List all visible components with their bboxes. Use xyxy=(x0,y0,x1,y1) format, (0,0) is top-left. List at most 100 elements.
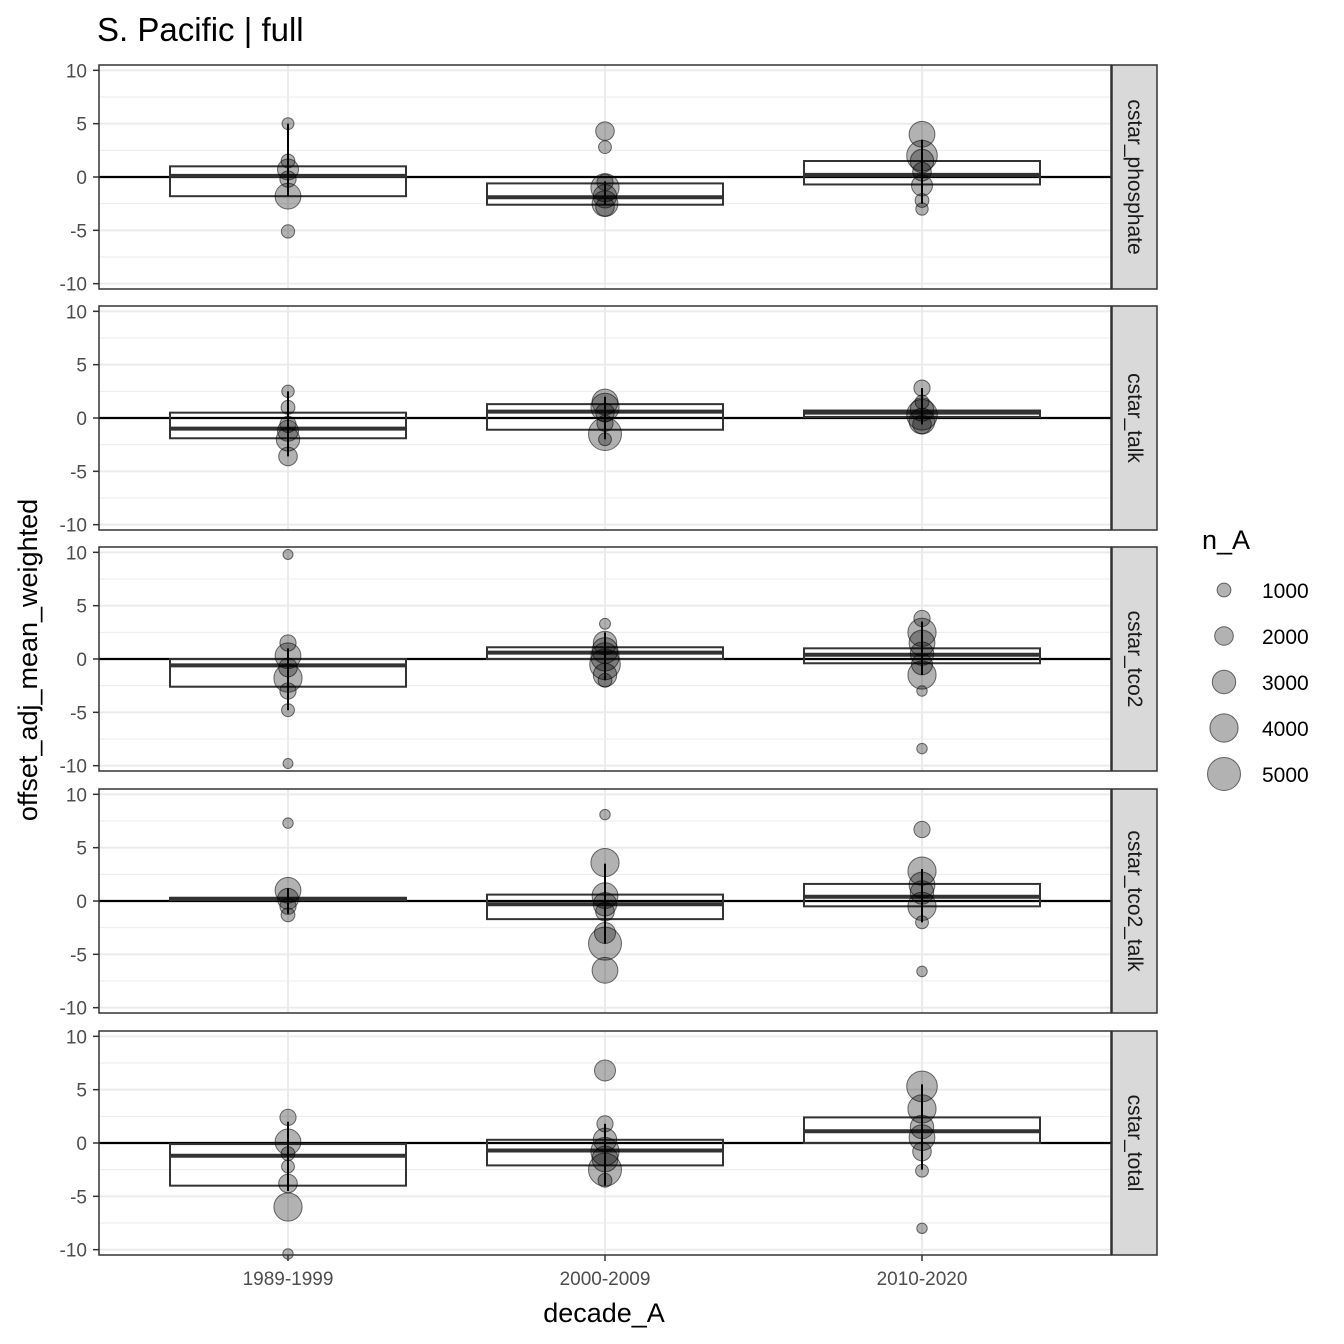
data-point xyxy=(278,1173,298,1194)
data-point xyxy=(277,419,299,442)
panel-border xyxy=(98,64,1112,290)
facet-strip xyxy=(1111,788,1158,1014)
data-point xyxy=(598,432,612,447)
data-point xyxy=(592,1127,618,1153)
data-point xyxy=(908,871,936,899)
data-point xyxy=(592,662,618,688)
data-point xyxy=(909,148,935,174)
y-tick-label: 10 xyxy=(66,302,87,323)
data-point xyxy=(595,402,615,423)
data-point xyxy=(595,197,615,217)
data-point xyxy=(599,617,611,630)
data-point xyxy=(916,685,928,697)
y-tick-label: 5 xyxy=(76,839,87,860)
data-point xyxy=(280,399,296,415)
data-point xyxy=(912,414,932,435)
data-point xyxy=(590,848,620,878)
y-tick-label: 10 xyxy=(66,1027,87,1048)
y-axis-title: offset_adj_mean_weighted xyxy=(13,499,43,821)
data-point xyxy=(281,1159,295,1174)
facet-strip-label: cstar_talk xyxy=(1123,373,1146,463)
data-point xyxy=(282,548,294,560)
legend-key-circle xyxy=(1209,713,1239,743)
data-point xyxy=(588,1152,622,1187)
data-point xyxy=(281,117,295,131)
legend-key-label: 3000 xyxy=(1262,672,1309,695)
data-point xyxy=(277,887,299,910)
data-point xyxy=(599,808,611,821)
data-point xyxy=(916,965,928,978)
data-point xyxy=(282,758,294,770)
y-tick-label: 0 xyxy=(76,168,87,189)
plot-title: S. Pacific | full xyxy=(97,11,304,48)
data-point xyxy=(590,1136,620,1167)
data-point xyxy=(907,856,937,886)
data-point xyxy=(915,1163,929,1178)
panel-border xyxy=(98,546,1112,772)
data-point xyxy=(280,907,296,923)
x-tick-label: 2010-2020 xyxy=(877,1269,968,1290)
data-point xyxy=(592,184,618,209)
data-point xyxy=(908,120,936,148)
legend-key-label: 1000 xyxy=(1262,580,1309,603)
size-legend: n_A 1000 2000 3000 4000 5000 xyxy=(1202,525,1309,791)
y-tick-label: -10 xyxy=(60,275,87,296)
y-tick-label: -5 xyxy=(70,945,87,966)
facet-strip-label: cstar_tco2_talk xyxy=(1123,830,1146,972)
data-point xyxy=(273,663,303,693)
legend-key-circle xyxy=(1211,669,1237,695)
data-point xyxy=(597,672,613,688)
y-tick-label: 0 xyxy=(76,650,87,671)
legend-key-label: 5000 xyxy=(1262,764,1309,787)
y-tick-label: -5 xyxy=(70,462,87,483)
data-point xyxy=(906,139,938,172)
data-point xyxy=(592,892,618,917)
x-axis-title: decade_A xyxy=(543,1298,665,1328)
facet-panel-cstar_tco2: 10 5 0 -5 -10 cstar_tco2 xyxy=(60,543,1158,778)
legend-key-label: 2000 xyxy=(1262,626,1309,649)
data-point xyxy=(911,174,933,197)
data-point xyxy=(588,417,622,451)
data-point xyxy=(913,379,931,397)
data-point xyxy=(280,224,296,239)
panel-border xyxy=(98,305,1112,531)
data-point xyxy=(274,876,302,904)
data-point xyxy=(907,1094,937,1124)
data-point xyxy=(598,140,612,155)
data-point xyxy=(906,1070,938,1103)
data-point xyxy=(590,173,620,203)
data-point xyxy=(908,1124,936,1152)
y-tick-label: -5 xyxy=(70,1187,87,1208)
facet-strip-label: cstar_total xyxy=(1123,1095,1146,1192)
y-tick-label: 5 xyxy=(76,115,87,136)
data-point xyxy=(282,817,294,829)
y-tick-label: 0 xyxy=(76,1134,87,1155)
data-point xyxy=(591,956,619,984)
facet-strip xyxy=(1111,1030,1158,1256)
y-tick-label: 10 xyxy=(66,543,87,564)
data-point xyxy=(279,1108,297,1127)
data-point xyxy=(909,1114,935,1140)
facet-panel-cstar_tco2_talk: 10 5 0 -5 -10 cstar_tco2_talk xyxy=(60,785,1158,1020)
data-point xyxy=(913,820,931,839)
y-tick-label: 5 xyxy=(76,356,87,377)
x-tick-label: 1989-1999 xyxy=(243,1269,334,1290)
data-point xyxy=(594,1059,616,1082)
facet-strip xyxy=(1111,546,1158,772)
data-point xyxy=(911,653,933,676)
facet-strip-label: cstar_tco2 xyxy=(1123,611,1146,708)
y-tick-label: 10 xyxy=(66,61,87,82)
data-point xyxy=(907,617,937,647)
data-point xyxy=(274,1128,302,1156)
y-tick-label: 10 xyxy=(66,785,87,806)
data-point xyxy=(916,1222,928,1235)
x-tick-label: 2000-2009 xyxy=(560,1269,651,1290)
y-tick-label: 5 xyxy=(76,1081,87,1102)
data-point xyxy=(274,182,302,210)
data-point xyxy=(909,397,935,422)
legend-key-circle xyxy=(1207,757,1241,791)
data-point xyxy=(596,1115,614,1133)
facet-panel-cstar_total: 10 5 0 -5 -10 cstar_total xyxy=(60,1027,1158,1262)
y-tick-label: -10 xyxy=(60,516,87,537)
y-tick-label: 0 xyxy=(76,892,87,913)
